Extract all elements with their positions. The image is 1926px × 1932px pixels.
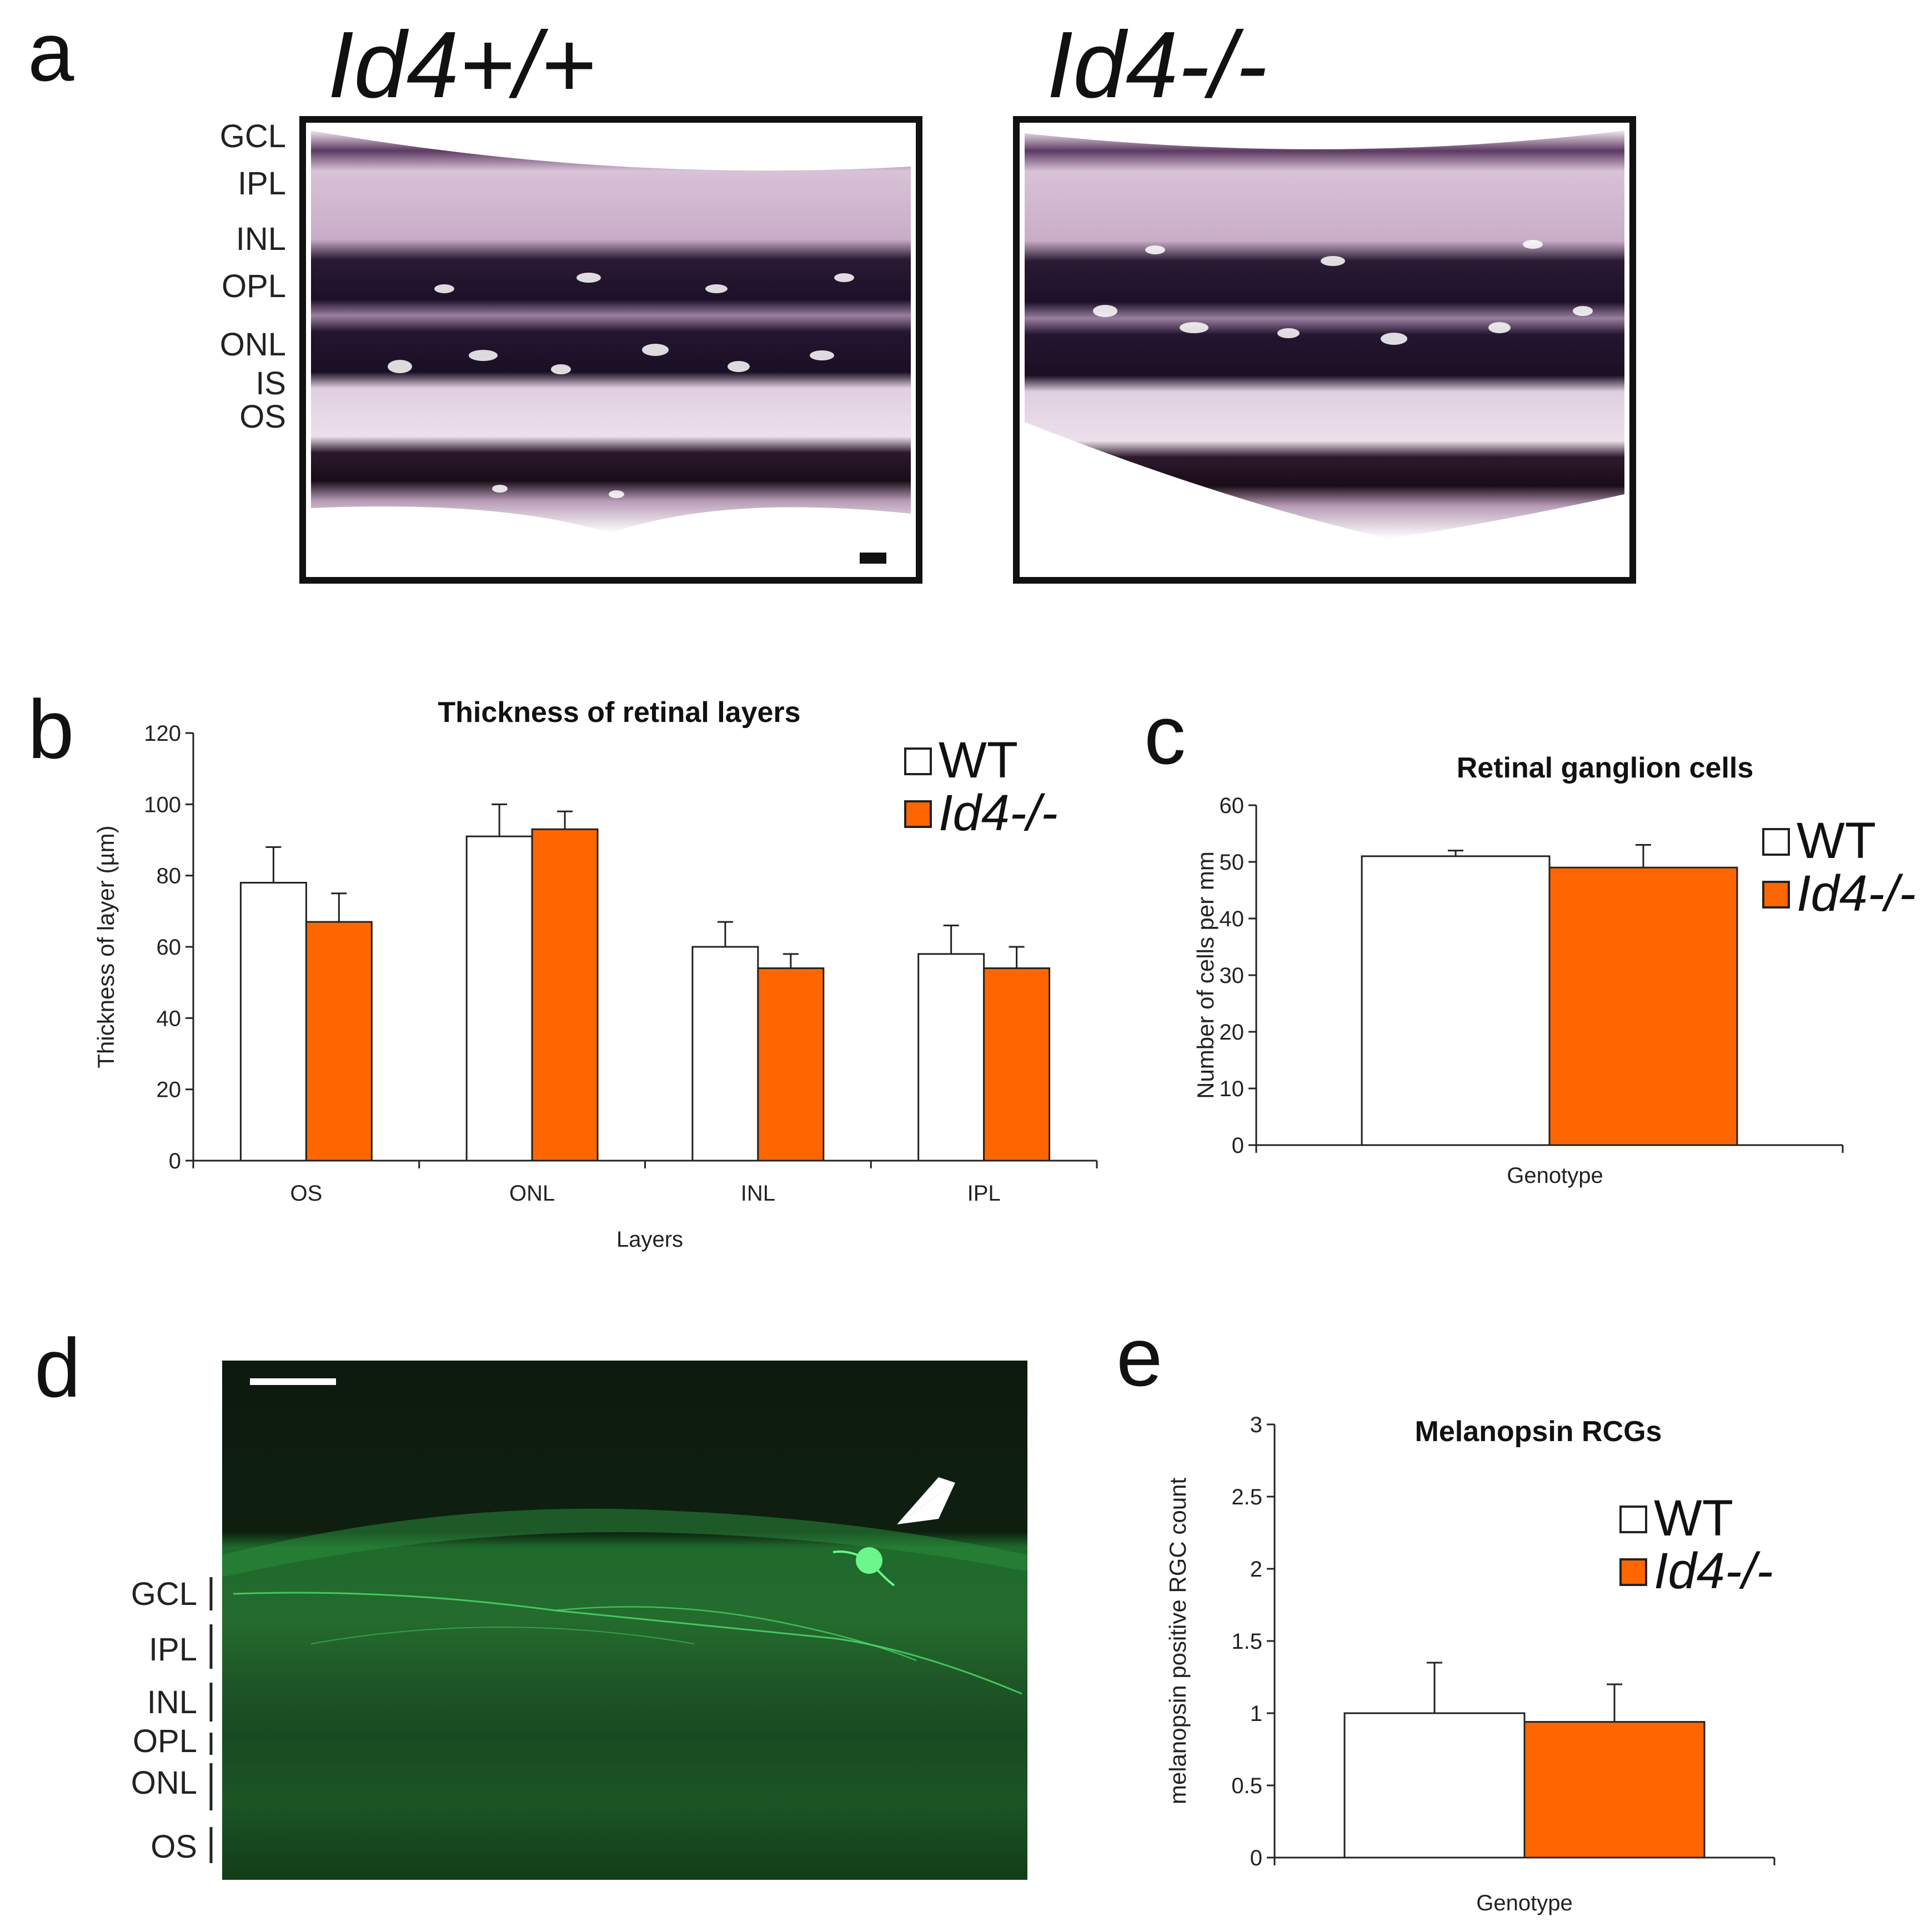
x-tick-label: ONL [509, 1181, 555, 1206]
layer-label-gcl: GCL [220, 118, 286, 154]
legend-label-wt: WT [939, 732, 1018, 789]
y-tick-label: 50 [1220, 850, 1245, 875]
bar-ko-onl [531, 828, 599, 1162]
genotype-wt-title: Id4+/+ [328, 12, 595, 118]
panel-label-a: a [28, 5, 74, 98]
layer-label-os: OS [239, 399, 286, 435]
chart-retinal-thickness: Thickness of retinal layers 0 20 40 60 80 100 1… [93, 696, 1098, 1252]
y-tick-label: 0 [1232, 1133, 1244, 1158]
fluor-label-gcl: GCL [131, 1576, 197, 1612]
layer-label-opl: OPL [222, 268, 286, 304]
y-tick-label: 0 [1250, 1846, 1262, 1870]
y-tick-label: 3 [1250, 1413, 1262, 1437]
fluor-label-inl: INL [147, 1684, 197, 1720]
layer-label-ipl: IPL [238, 165, 286, 202]
legend-swatch-wt [904, 747, 932, 775]
y-tick-label: 1 [1250, 1702, 1262, 1726]
legend-swatch-ko [1619, 1558, 1647, 1586]
x-tick-label: IPL [967, 1181, 1001, 1206]
legend-label-ko: Id4-/- [1797, 865, 1916, 922]
panel-d-layer-labels: GCL IPL INL OPL ONL OS [131, 1576, 213, 1865]
panel-label-c: c [1144, 688, 1186, 781]
x-axis-label: Layers [616, 1227, 683, 1252]
bar-ko-inl [757, 967, 825, 1162]
y-tick-label: 30 [1220, 964, 1245, 988]
legend-label-wt: WT [1654, 1490, 1733, 1547]
layer-label-is: IS [255, 365, 286, 402]
y-axis-label: Thickness of layer (µm) [93, 825, 119, 1068]
histology-image-ko [1013, 116, 1636, 584]
y-tick-label: 100 [144, 792, 181, 817]
y-axis-label: Number of cells per mm [1192, 851, 1218, 1099]
y-tick-label: 20 [1220, 1020, 1245, 1045]
y-tick-label: 40 [157, 1006, 182, 1031]
x-tick-label: OS [290, 1181, 322, 1206]
chart-title: Retinal ganglion cells [1457, 752, 1754, 784]
legend-swatch-wt [1762, 828, 1790, 856]
panel-label-b: b [28, 683, 74, 776]
fluor-label-opl: OPL [133, 1723, 197, 1759]
y-axis-label: melanopsin positive RGC count [1165, 1478, 1191, 1805]
y-tick-label: 120 [144, 721, 181, 746]
legend-swatch-ko [1762, 881, 1790, 909]
x-axis-label: Genotype [1476, 1891, 1572, 1915]
layer-label-inl: INL [236, 221, 286, 257]
y-tick-label: 1.5 [1231, 1629, 1262, 1654]
legend-label-ko: Id4-/- [939, 785, 1058, 841]
y-tick-label: 2.5 [1231, 1485, 1262, 1509]
fluorescence-image [222, 1361, 1027, 1880]
y-tick-label: 80 [157, 864, 182, 889]
x-axis-label: Genotype [1507, 1163, 1603, 1188]
legend-swatch-wt [1619, 1506, 1647, 1533]
panel-a-layer-labels: GCL IPL INL OPL ONL IS OS [220, 118, 286, 435]
legend-label-wt: WT [1797, 812, 1876, 869]
fluor-label-onl: ONL [131, 1765, 197, 1801]
y-tick-label: 20 [157, 1078, 182, 1102]
histology-image-wt [299, 116, 922, 584]
bar-wt-onl [465, 835, 533, 1162]
y-tick-label: 40 [1220, 907, 1245, 931]
bar-ko-genotype [1548, 866, 1738, 1146]
genotype-ko-title: Id4-/- [1047, 12, 1267, 118]
legend-swatch-ko [904, 800, 932, 828]
bar-wt-genotype [1343, 1712, 1526, 1859]
bar-wt-inl [691, 946, 759, 1162]
bar-wt-ipl [917, 953, 985, 1162]
panel-label-d: d [34, 1321, 81, 1414]
fluor-label-os: OS [151, 1829, 197, 1865]
bar-ko-genotype [1523, 1721, 1706, 1859]
chart-melanopsin: Melanopsin RCGs 0 0.5 1 1.5 2 2.5 3 melanopsin p… [1165, 1413, 1775, 1915]
y-tick-label: 2 [1250, 1557, 1262, 1582]
y-tick-label: 10 [1220, 1077, 1245, 1101]
bar-ko-os [305, 921, 373, 1162]
y-tick-label: 0 [169, 1149, 181, 1173]
y-tick-label: 60 [1220, 794, 1245, 818]
y-tick-label: 0.5 [1231, 1774, 1262, 1798]
bar-wt-os [239, 882, 307, 1162]
bar-ko-ipl [983, 967, 1051, 1162]
chart-title: Thickness of retinal layers [438, 696, 800, 729]
fluor-label-ipl: IPL [149, 1632, 197, 1668]
layer-label-onl: ONL [220, 327, 286, 363]
chart-ganglion-cells: Retinal ganglion cells 0 10 20 30 40 50 60 Numbe… [1192, 752, 1916, 1188]
bar-wt-genotype [1361, 855, 1551, 1146]
legend-label-ko: Id4-/- [1654, 1543, 1773, 1599]
y-tick-label: 60 [157, 935, 182, 960]
x-tick-label: INL [741, 1181, 775, 1206]
chart-title: Melanopsin RCGs [1415, 1416, 1662, 1448]
panel-label-e: e [1116, 1310, 1162, 1403]
